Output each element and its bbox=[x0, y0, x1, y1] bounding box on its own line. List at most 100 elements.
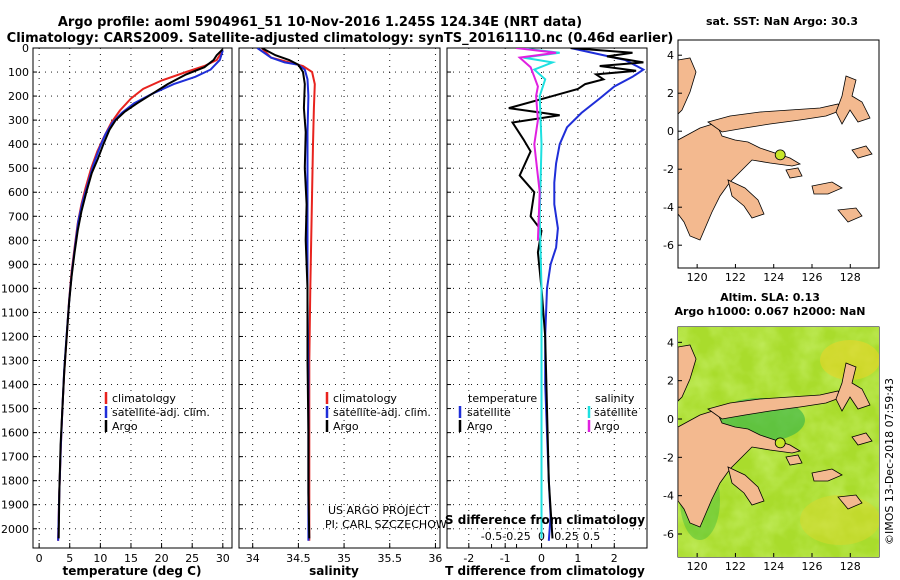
legend-label-satellite: satellite-adj. clim. bbox=[333, 406, 431, 419]
halmahera-island bbox=[835, 75, 871, 125]
depth-tick-label: 1700 bbox=[1, 451, 29, 464]
sla-map-title-line2: Argo h1000: 0.067 h2000: NaN bbox=[674, 305, 865, 318]
x-tick-label: 35 bbox=[337, 552, 351, 565]
salinity-legend: climatology satellite-adj. clim. Argo bbox=[325, 392, 431, 433]
salinity-panel: 34 34.5 35 35.5 36 salinity climatology sate… bbox=[238, 47, 464, 578]
depth-tick-label: 400 bbox=[8, 138, 29, 151]
depth-tick-label: 900 bbox=[8, 258, 29, 271]
depth-tick-label: 1800 bbox=[1, 475, 29, 488]
depth-tick-label: 1500 bbox=[1, 403, 29, 416]
depth-tick-label: 200 bbox=[8, 90, 29, 103]
sla-map-axes: 120 122 124 126 128 4 2 0 -2 -4 -6 bbox=[663, 336, 861, 573]
temperature-axis: 0 5 10 15 20 25 30 bbox=[36, 543, 230, 565]
difference-panel: -2 -1 0 1 2 -0.5 -0.25 0 0.25 0.5 T difference f… bbox=[445, 47, 648, 578]
sula-islands bbox=[811, 181, 843, 195]
lat-tick-label: 4 bbox=[667, 336, 674, 349]
sst-map-title: sat. SST: NaN Argo: 30.3 bbox=[706, 15, 858, 28]
depth-tick-label: 1000 bbox=[1, 282, 29, 295]
salinity-axis-label: salinity bbox=[309, 564, 359, 578]
legend-label-s-satellite: satellite bbox=[594, 406, 638, 419]
lon-tick-label: 128 bbox=[840, 560, 861, 573]
x-tick-label: 36 bbox=[428, 552, 442, 565]
x-tick-label: 20 bbox=[155, 552, 169, 565]
depth-tick-label: 500 bbox=[8, 162, 29, 175]
s-tick-label: -0.25 bbox=[502, 530, 530, 543]
halmahera-island bbox=[835, 362, 871, 412]
depth-tick-label: 2000 bbox=[1, 523, 29, 536]
sla-map-title-line1: Altim. SLA: 0.13 bbox=[720, 291, 820, 304]
sulawesi-landmass bbox=[678, 409, 802, 528]
lat-tick-label: -4 bbox=[663, 201, 674, 214]
lat-tick-label: 0 bbox=[667, 125, 674, 138]
sst-map-land bbox=[678, 57, 873, 241]
s-tick-label: 0.5 bbox=[583, 530, 601, 543]
lon-tick-label: 122 bbox=[725, 271, 746, 284]
lat-tick-label: 2 bbox=[667, 375, 674, 388]
depth-tick-label: 1600 bbox=[1, 427, 29, 440]
series-line-argo bbox=[57, 48, 224, 539]
sula-islands bbox=[811, 468, 843, 482]
temperature-plot-frame bbox=[32, 47, 233, 549]
depth-tick-label: 1300 bbox=[1, 355, 29, 368]
depth-tick-label: 800 bbox=[8, 234, 29, 247]
lat-tick-label: -6 bbox=[663, 528, 674, 541]
figure-title-line2: Climatology: CARS2009. Satellite-adjuste… bbox=[7, 31, 674, 46]
depth-axis: 0 100 200 300 400 500 600 700 800 900 1000 1100 1200… bbox=[1, 42, 29, 536]
sst-map: sat. SST: NaN Argo: 30.3 120 122 124 126 128… bbox=[663, 15, 880, 284]
obi-island bbox=[851, 432, 873, 446]
lon-tick-label: 128 bbox=[840, 271, 861, 284]
lon-tick-label: 124 bbox=[763, 560, 784, 573]
x-tick-label: -2 bbox=[463, 552, 474, 565]
difference-series bbox=[508, 48, 646, 541]
x-tick-label: 2 bbox=[611, 552, 618, 565]
depth-tick-label: 700 bbox=[8, 210, 29, 223]
x-tick-label: -1 bbox=[500, 552, 511, 565]
legend-header-salinity: salinity bbox=[595, 392, 635, 405]
borneo-edge bbox=[678, 344, 697, 402]
salinity-plot-frame bbox=[238, 47, 441, 549]
lat-tick-label: 2 bbox=[667, 87, 674, 100]
legend-label-argo: Argo bbox=[333, 420, 359, 433]
figure-title-line1: Argo profile: aoml 5904961_51 10-Nov-201… bbox=[58, 15, 582, 30]
credit-pi: PI: CARL SZCZECHOWSKI bbox=[325, 518, 464, 531]
temperature-axis-label: temperature (deg C) bbox=[63, 564, 202, 578]
sst-map-axes: 120 122 124 126 128 4 2 0 -2 -4 -6 bbox=[663, 49, 861, 284]
credit-project: US ARGO PROJECT bbox=[328, 504, 430, 517]
legend-label-satellite: satellite-adj. clim. bbox=[112, 406, 210, 419]
depth-tick-label: 1900 bbox=[1, 499, 29, 512]
legend-label-climatology: climatology bbox=[112, 392, 176, 405]
temperature-legend: climatology satellite-adj. clim. Argo bbox=[104, 392, 210, 433]
t-difference-axis-label: T difference from climatology bbox=[445, 564, 645, 578]
difference-grid bbox=[447, 47, 647, 548]
depth-tick-label: 300 bbox=[8, 114, 29, 127]
s-difference-axis-label: S difference from climatology bbox=[445, 513, 645, 527]
x-tick-label: 35.5 bbox=[378, 552, 403, 565]
x-tick-label: 5 bbox=[66, 552, 73, 565]
x-tick-label: 1 bbox=[574, 552, 581, 565]
borneo-edge bbox=[678, 57, 697, 115]
temperature-series bbox=[57, 48, 224, 541]
depth-tick-label: 0 bbox=[22, 42, 29, 55]
temperature-panel: 0100200300400500600700800900100011001200… bbox=[1, 42, 233, 578]
sulawesi-se-arm bbox=[727, 179, 765, 219]
sulawesi-se-arm bbox=[727, 466, 765, 506]
s-tick-label: 0.25 bbox=[554, 530, 579, 543]
series-line-s-argo bbox=[515, 48, 557, 241]
lat-tick-label: -2 bbox=[663, 451, 674, 464]
lat-tick-label: -4 bbox=[663, 490, 674, 503]
legend-label-argo: Argo bbox=[112, 420, 138, 433]
lon-tick-label: 122 bbox=[725, 560, 746, 573]
float-position-marker bbox=[774, 437, 786, 449]
obi-island bbox=[851, 145, 873, 159]
legend-header-temperature: temperature bbox=[468, 392, 537, 405]
sla-map: Altim. SLA: 0.13 Argo h1000: 0.067 h2000… bbox=[663, 291, 880, 573]
lon-tick-label: 126 bbox=[802, 560, 823, 573]
salinity-grid bbox=[239, 47, 440, 548]
x-tick-label: 25 bbox=[185, 552, 199, 565]
depth-tick-label: 100 bbox=[8, 66, 29, 79]
banggai-islands bbox=[785, 167, 803, 179]
lon-tick-label: 120 bbox=[687, 271, 708, 284]
x-tick-label: 34.5 bbox=[286, 552, 311, 565]
imos-stamp: ©IMOS 13-Dec-2018 07:59:43 bbox=[883, 378, 896, 545]
